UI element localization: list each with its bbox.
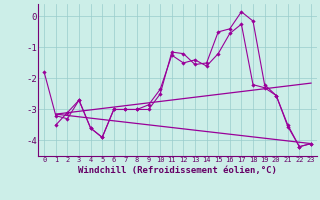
X-axis label: Windchill (Refroidissement éolien,°C): Windchill (Refroidissement éolien,°C) <box>78 166 277 175</box>
